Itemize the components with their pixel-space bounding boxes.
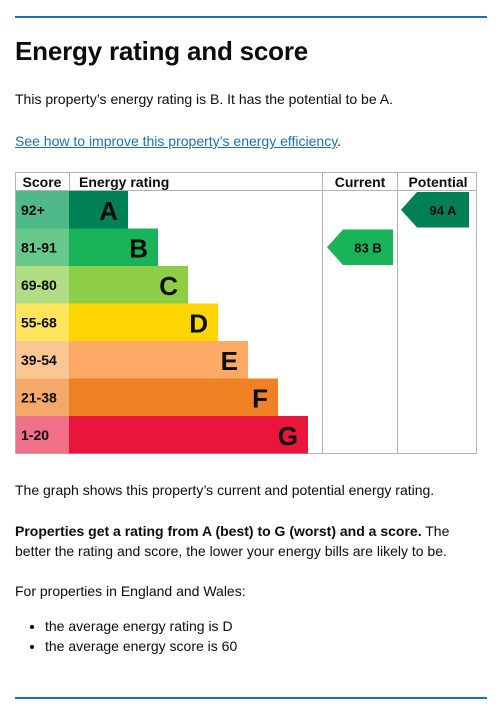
band-e-score: 39-54 (21, 352, 57, 368)
header-potential: Potential (408, 174, 467, 190)
energy-rating-graph: Score Energy rating Current Potential 92… (15, 172, 477, 454)
band-c-score-cell (16, 266, 69, 304)
bottom-rule (15, 697, 487, 699)
band-e-bar (69, 341, 248, 379)
band-g-bar (69, 416, 308, 454)
potential-rating-label: 94 A (430, 203, 458, 218)
improve-efficiency-link[interactable]: See how to improve this property’s energ… (15, 133, 338, 149)
band-e-score-cell (16, 341, 69, 379)
average-score-item: the average energy score is 60 (45, 636, 237, 656)
rating-summary: This property’s energy rating is B. It h… (15, 91, 393, 107)
top-rule (15, 16, 487, 18)
band-g-score: 1-20 (21, 427, 49, 443)
band-b-bar (69, 228, 158, 266)
band-c-bar (69, 266, 188, 304)
header-score: Score (23, 174, 62, 190)
band-a-score: 92+ (21, 202, 45, 218)
band-b-letter: B (129, 233, 148, 263)
rating-indicators: 83 B 94 A (327, 192, 469, 265)
ratings-explanation-rest: The better the rating and score, the low… (15, 523, 450, 559)
band-d-bar (69, 303, 218, 341)
header-current: Current (335, 174, 386, 190)
header-energy-rating: Energy rating (79, 174, 169, 190)
band-f-bar (69, 378, 278, 416)
current-rating-arrow (327, 229, 393, 265)
band-b-score: 81-91 (21, 239, 57, 255)
current-rating-label: 83 B (354, 240, 381, 255)
average-rating-item: the average energy rating is D (45, 616, 237, 636)
band-a-bar (69, 191, 128, 229)
band-c-score: 69-80 (21, 277, 57, 293)
band-c-letter: C (159, 271, 178, 301)
potential-rating-arrow (401, 192, 469, 228)
band-b-score-cell (16, 228, 69, 266)
region-note: For properties in England and Wales: (15, 583, 246, 599)
band-f-letter: F (252, 383, 268, 413)
page-title: Energy rating and score (15, 36, 309, 66)
ratings-explanation: Properties get a rating from A (best) to… (15, 521, 485, 561)
band-d-score: 55-68 (21, 314, 57, 330)
band-g-letter: G (278, 421, 298, 451)
graph-description: The graph shows this property’s current … (15, 482, 435, 498)
band-f-score-cell (16, 378, 69, 416)
ratings-explanation-bold: Properties get a rating from A (best) to… (15, 523, 422, 539)
band-d-letter: D (189, 308, 208, 338)
band-d-score-cell (16, 303, 69, 341)
band-g-score-cell (16, 416, 69, 454)
rating-bands: 92+ A 81-91 B 69-80 C 55-68 D 39-54 E 21-38 F 1-20 G (16, 191, 308, 454)
band-e-letter: E (221, 346, 238, 376)
band-f-score: 21-38 (21, 389, 57, 405)
link-suffix: . (337, 133, 342, 149)
averages-list: the average energy rating is D the avera… (15, 616, 237, 656)
band-a-score-cell (16, 191, 69, 229)
band-a-letter: A (99, 196, 118, 226)
improve-paragraph: See how to improve this property’s energ… (15, 131, 485, 151)
